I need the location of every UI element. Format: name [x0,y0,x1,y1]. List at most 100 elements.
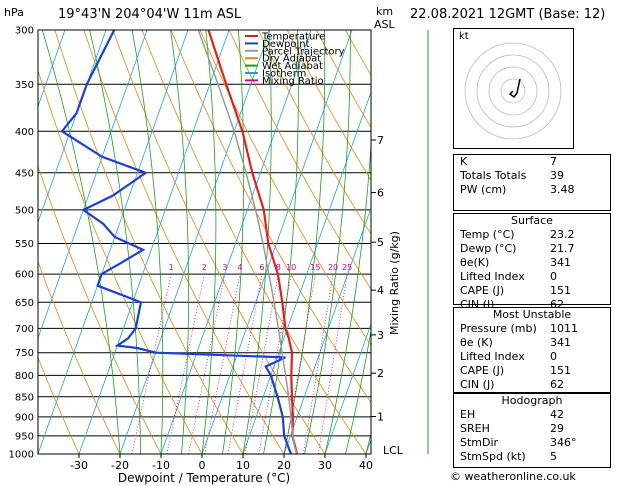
most_unstable-label: Pressure (mb) [460,322,537,335]
most_unstable-value: 1011 [550,322,578,335]
most_unstable-label: θe (K) [460,336,493,349]
pressure-tick-label: 650 [15,298,34,309]
hodograph_panel-label: StmDir [460,436,499,449]
most_unstable-row: Pressure (mb) 1011 [454,322,610,336]
asl-label: ASL [374,18,396,31]
pressure-tick-label: 850 [15,392,34,403]
isotherm-line [201,30,353,454]
pressure-tick-label: 300 [15,26,34,37]
pressure-tick-label: 1000 [9,450,34,461]
hodograph_panel-row: EH 42 [454,408,610,422]
mixing-ratio-axis-label: Mixing Ratio (g/kg) [388,231,401,335]
wet-adiabat-line [131,30,164,454]
surface-value: 21.7 [550,242,575,255]
hpa-label: hPa [4,6,24,19]
surface-row: Lifted Index 0 [454,270,610,284]
dry-adiabat-line [38,69,203,454]
surface-row: CAPE (J) 151 [454,284,610,298]
pressure-tick-label: 700 [15,324,34,335]
legend-label: Parcel Trajectory [262,46,345,57]
legend-label: Dry Adiabat [262,54,321,65]
isotherm-line [324,322,371,454]
dry-adiabat-line [38,356,80,454]
dry-adiabat-line [54,30,244,454]
pressure-tick-label: 800 [15,371,34,382]
mixing-ratio-tick-label: 4 [237,263,242,272]
surface-row: Dewp (°C) 21.7 [454,242,610,256]
hodograph-ring [464,42,562,140]
dewpoint-line [60,30,293,454]
wet-adiabat-line [89,30,141,454]
indices-value: 3.48 [550,183,575,196]
mixing-ratio-line [131,274,172,454]
isotherm-line [38,30,66,108]
x-tick-label: 0 [199,459,206,472]
km-tick-label: 4 [377,284,384,297]
isotherm-line [38,30,148,340]
mixing-ratio-line [284,274,316,454]
surface-label: Temp (°C) [460,228,515,241]
isotherm-line [242,90,371,454]
mixing-ratio-tick-label: 6 [259,263,264,272]
hodograph: kt [453,28,574,149]
most_unstable-label: CIN (J) [460,378,495,391]
most_unstable-row: CAPE (J) 151 [454,364,610,378]
mixing-ratio-line [188,274,226,454]
surface-title: Surface [511,214,553,227]
x-axis-label: Dewpoint / Temperature (°C) [118,471,290,485]
dry-adiabat-line [38,165,162,454]
mixing-ratio-line [302,274,334,454]
indices-value: 39 [550,169,564,182]
legend-label: Dewpoint [262,39,310,50]
dry-adiabat-line [257,30,371,235]
mixing-ratio-tick-label: 8 [276,263,281,272]
hodograph-ring [488,66,538,116]
most-unstable-panel: Most Unstable Pressure (mb) 1011 θe (K) 341… [453,307,611,393]
surface-label: Dewp (°C) [460,242,517,255]
hodograph-ring [476,54,550,128]
hodograph-trace [508,78,521,99]
hodograph_panel-row: SREH 29 [454,422,610,436]
indices-label: PW (cm) [460,183,507,196]
x-tick-label: 20 [277,459,291,472]
indices-label: K [460,155,468,168]
hodograph-title: Hodograph [501,394,563,407]
pressure-tick-label: 550 [15,239,34,250]
mixing-ratio-line [227,274,263,454]
dry-adiabat-line [228,30,371,290]
mixing-ratio-tick-label: 15 [310,263,320,272]
temperature-line [207,30,299,454]
dry-adiabat-line [38,260,121,454]
km-tick-label: 6 [377,187,384,200]
most_unstable-value: 62 [550,378,564,391]
wet-adiabat-line [345,328,371,454]
x-tick-label: 10 [236,459,250,472]
mixing-ratio-line [244,274,279,454]
dry-adiabat-line [83,30,285,454]
km-tick-label: 1 [377,411,384,424]
most-unstable-title: Most Unstable [492,308,572,321]
hodograph_panel-label: SREH [460,422,490,435]
hodograph-panel: Hodograph EH 42 SREH 29 StmDir 346° StmSpd (kt… [453,393,611,468]
indices-label: Totals Totals [460,169,527,182]
surface-panel: Surface Temp (°C) 23.2 Dewp (°C) 21.7 θe(K) 3… [453,213,611,311]
surface-label: θe(K) [460,256,490,269]
surface-value: 23.2 [550,228,575,241]
dry-adiabat-line [112,30,326,454]
pressure-tick-label: 350 [15,80,34,91]
wet-adiabat-line [170,30,189,454]
pressure-tick-label: 900 [15,412,34,423]
most_unstable-label: CAPE (J) [460,364,505,377]
mixing-ratio-line [204,274,241,454]
wet-adiabat-line [304,30,351,454]
x-tick-label: -30 [70,459,88,472]
most_unstable-row: θe (K) 341 [454,336,610,350]
most_unstable-label: Lifted Index [460,350,525,363]
wet-adiabat-line [263,30,299,454]
dry-adiabat-line [170,30,371,404]
hodograph_panel-label: EH [460,408,476,421]
surface-value: 0 [550,270,557,283]
footer-credit: © weatheronline.co.uk [450,470,576,483]
km-tick-label: 5 [377,236,384,249]
